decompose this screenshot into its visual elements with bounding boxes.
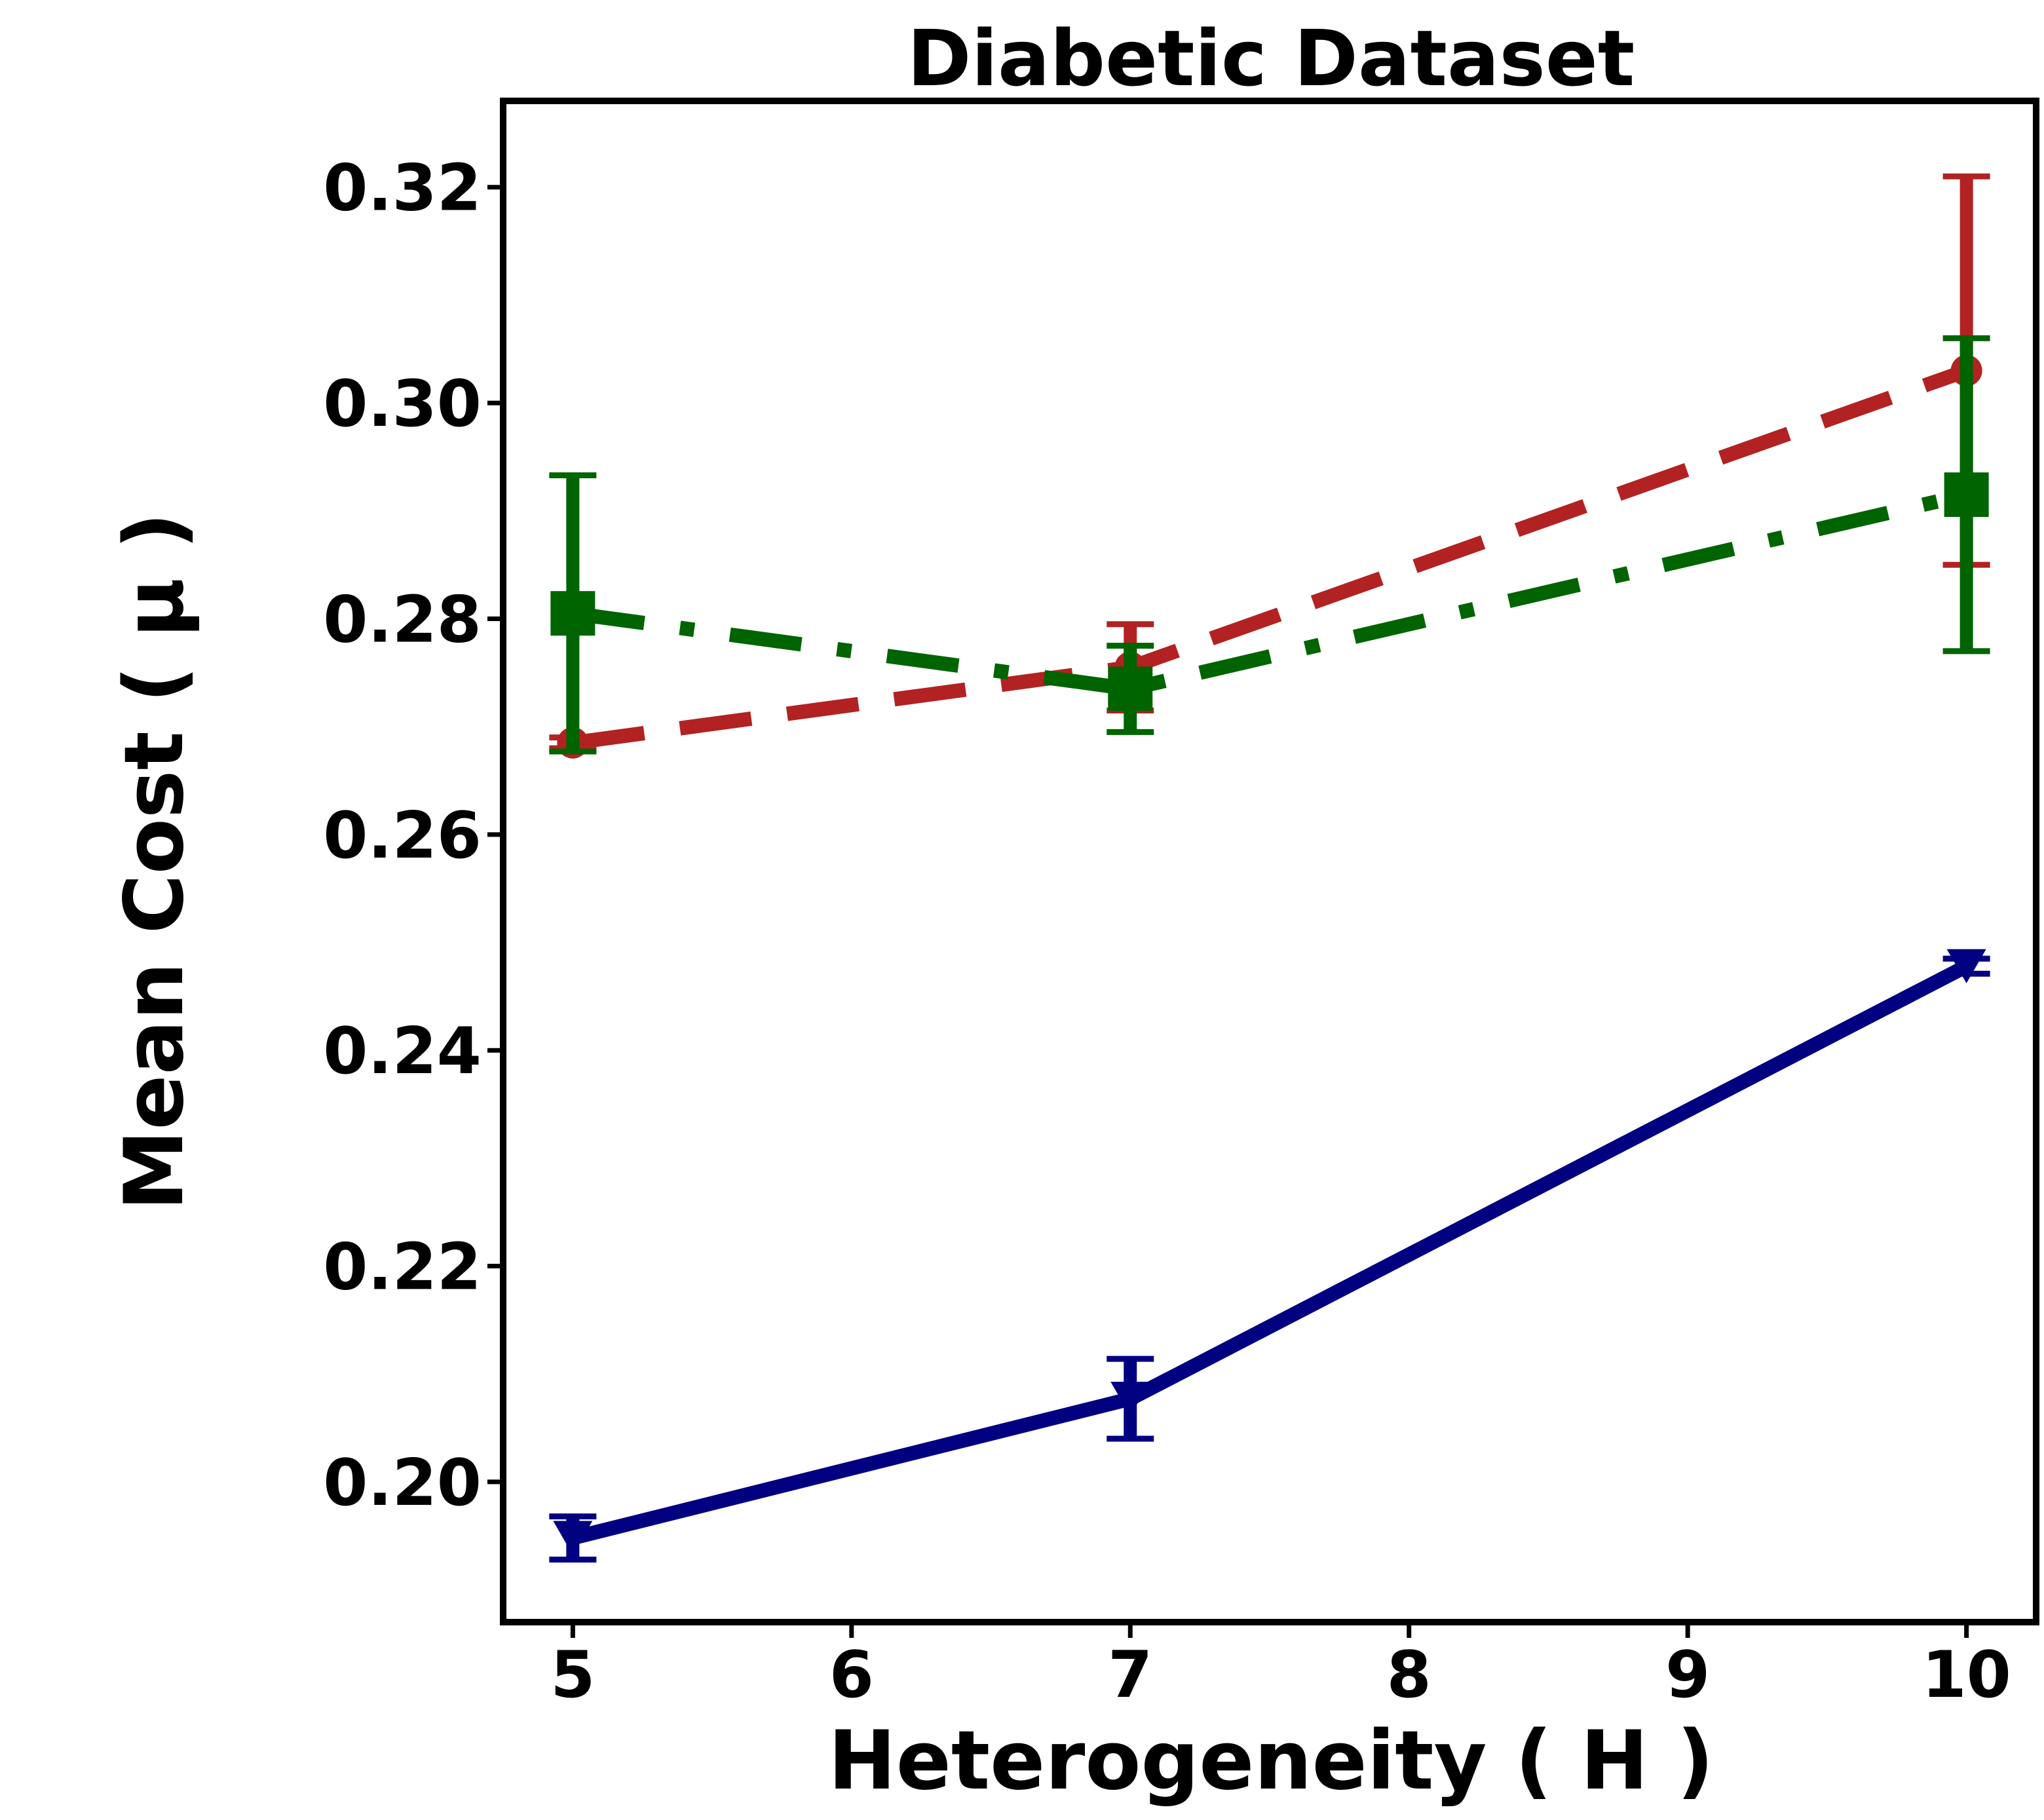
x-tick-label: 5 <box>550 1638 595 1713</box>
y-tick-label: 0.28 <box>323 582 482 657</box>
series-navy <box>549 949 1990 1563</box>
series-green-line <box>571 487 1969 696</box>
y-tick-label: 0.22 <box>323 1230 482 1305</box>
series-red-line <box>571 364 1969 750</box>
y-tick-label: 0.24 <box>323 1014 482 1089</box>
series-green-point <box>550 591 596 636</box>
series-navy-line <box>571 959 1970 1545</box>
series-green-point <box>1944 472 1989 518</box>
y-axis-label: Mean Cost ( μ ) <box>107 512 202 1211</box>
y-tick-label: 0.32 <box>323 151 482 226</box>
x-tick-label: 9 <box>1665 1638 1710 1713</box>
series-green-point <box>1108 666 1153 711</box>
series-navy-point <box>1946 949 1986 983</box>
x-tick-label: 8 <box>1387 1638 1431 1713</box>
y-tick-label: 0.30 <box>323 367 482 442</box>
series-green <box>549 335 1990 755</box>
x-tick-label: 10 <box>1921 1638 2011 1713</box>
y-tick-label: 0.26 <box>323 799 482 873</box>
chart-title: Diabetic Dataset <box>907 13 1635 104</box>
series-red <box>549 173 1990 759</box>
x-tick-label: 7 <box>1108 1638 1152 1713</box>
x-tick-label: 6 <box>829 1638 874 1713</box>
plot-area <box>549 173 1990 1563</box>
series-navy-point <box>553 1521 593 1555</box>
x-axis-label: Heterogeneity ( H ) <box>828 1714 1714 1808</box>
y-tick-label: 0.20 <box>323 1446 482 1521</box>
y-axis: 0.20 0.22 0.24 0.26 0.28 0.30 0.32 <box>323 151 503 1521</box>
x-axis: 5 6 7 8 9 10 <box>550 1622 2011 1713</box>
plot-frame <box>500 98 2039 1625</box>
series-navy-point <box>1110 1382 1150 1416</box>
